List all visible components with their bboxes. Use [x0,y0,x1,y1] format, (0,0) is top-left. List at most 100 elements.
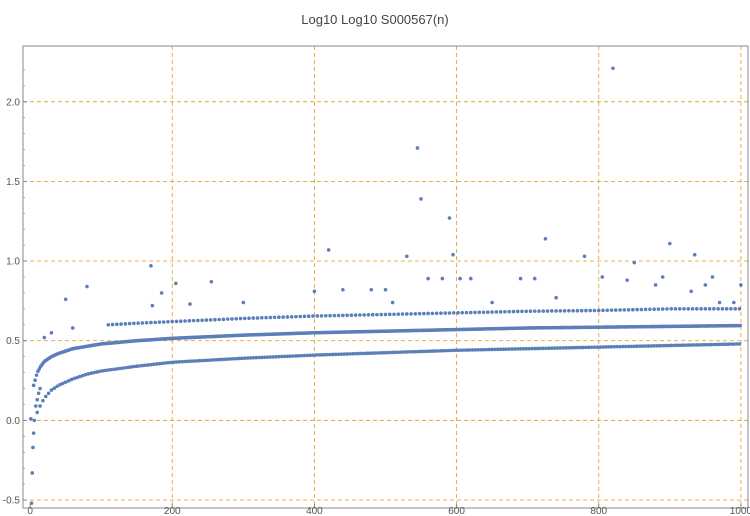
data-point [242,356,247,360]
data-point [707,307,712,311]
data-point [120,366,125,370]
data-point [221,317,226,322]
data-point [161,320,166,324]
data-point [339,352,344,356]
data-point [672,343,676,348]
data-point [478,347,483,352]
data-point [547,346,551,351]
data-point [136,321,140,325]
data-point [673,307,678,311]
y-tick-label: 2.0 [6,97,20,108]
data-point [689,289,693,294]
data-point [392,312,396,317]
data-point [541,309,546,313]
data-point [169,360,173,365]
data-point [720,342,725,347]
data-point [733,307,738,311]
data-point [484,347,489,352]
data-point [174,319,179,324]
data-point [558,309,563,313]
data-point [194,359,199,363]
data-point [680,343,685,348]
data-point [532,309,537,313]
data-point [632,344,637,349]
data-point [351,351,355,356]
data-point [503,309,507,314]
data-point [717,342,722,347]
data-point [537,309,541,313]
data-point [643,344,648,348]
data-point [426,311,430,316]
data-point [294,314,298,319]
data-point [399,350,403,354]
data-point [277,315,281,320]
data-point [464,310,469,315]
data-point [123,322,128,326]
data-point [669,343,674,348]
data-point [144,320,149,325]
data-point [294,354,298,358]
data-point [200,318,204,323]
data-point [331,352,335,357]
data-point [592,308,597,313]
data-point [635,344,639,349]
data-point [615,344,620,349]
data-point [666,343,671,348]
data-point [302,314,307,319]
data-point [109,367,113,372]
data-point [312,289,317,294]
x-tick-label: 600 [448,506,465,516]
data-point [601,308,605,313]
data-point [618,344,622,349]
data-point [467,348,472,352]
data-point [613,308,618,312]
data-point [535,346,540,351]
data-point [734,342,739,346]
data-point [302,353,307,358]
data-point [586,345,591,350]
data-point [510,347,514,351]
data-point [277,354,281,359]
data-point [349,313,354,318]
data-point [729,342,733,346]
data-point [42,335,47,340]
data-point [110,322,115,327]
data-point [405,254,409,259]
data-point [638,344,642,348]
data-point [345,352,349,356]
data-point [407,350,412,354]
data-point [55,384,59,389]
data-point [358,313,362,317]
data-point [279,354,284,359]
data-point [515,309,520,314]
data-point [220,357,224,362]
data-point [477,310,482,315]
data-point [187,319,192,323]
data-point [447,311,452,315]
data-point [345,313,349,318]
data-point [413,311,418,316]
data-point [625,278,629,282]
data-point [459,348,463,352]
data-point [115,322,119,327]
data-point [41,398,45,403]
data-point [63,297,68,302]
data-point [255,316,260,320]
data-point [396,350,401,355]
data-point [710,275,715,279]
data-point [668,241,672,246]
data-point [643,307,648,312]
data-point [714,342,719,347]
data-point [476,348,480,352]
data-point [402,350,406,354]
y-tick-label: 1.5 [6,177,20,188]
data-point [383,287,388,292]
data-point [34,373,39,377]
data-point [697,343,702,347]
data-point [52,386,57,390]
data-point [140,321,145,325]
data-point [134,364,139,369]
data-point [451,252,455,257]
data-point [299,353,304,358]
data-point [208,358,213,362]
